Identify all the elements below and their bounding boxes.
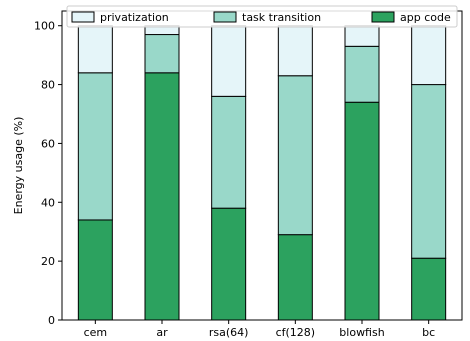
bar-ar-app-code: [144, 72, 180, 321]
bar-cem-task-transition: [77, 72, 113, 221]
bar-blowfish-task-transition: [344, 45, 380, 103]
x-tick-label-cf-128: cf(128): [276, 326, 316, 339]
bar-cem-privatization: [77, 25, 113, 74]
bar-blowfish-privatization: [344, 25, 380, 47]
legend-swatch-privatization: [71, 11, 95, 23]
bar-ar-task-transition: [144, 34, 180, 74]
legend-box: [66, 5, 458, 28]
legend-swatch-task-transition: [213, 11, 237, 23]
bar-cem-app-code: [77, 219, 113, 321]
bar-bc-app-code: [411, 257, 447, 321]
bar-cf-128-app-code: [277, 234, 313, 321]
y-axis-label: Energy usage (%): [12, 117, 25, 215]
bar-blowfish-app-code: [344, 101, 380, 321]
x-tick-label-rsa-64: rsa(64): [209, 326, 249, 339]
bars-layer: [77, 25, 447, 321]
y-tick-label-100: 100: [34, 20, 55, 33]
legend-label-privatization: privatization: [100, 11, 169, 24]
axes-layer: 0 20 40 60 80 100 cem ar rsa(64) cf(128) blowfish b…: [34, 10, 463, 339]
bar-bc-privatization: [411, 25, 447, 86]
legend-label-app-code: app code: [400, 11, 451, 24]
bar-cf-128-privatization: [277, 25, 313, 77]
plot-frame: [61, 10, 463, 321]
x-tick-label-blowfish: blowfish: [339, 326, 384, 339]
y-tick-label-0: 0: [48, 314, 55, 327]
bar-rsa-64-privatization: [211, 25, 247, 97]
bar-rsa-64-app-code: [211, 207, 247, 321]
y-tick-label-60: 60: [41, 137, 55, 150]
bar-cf-128-task-transition: [277, 75, 313, 236]
bar-rsa-64-task-transition: [211, 95, 247, 209]
y-tick-label-40: 40: [41, 196, 55, 209]
legend: privatization task transition app code: [66, 5, 458, 28]
bar-bc-task-transition: [411, 84, 447, 259]
legend-label-task-transition: task transition: [242, 11, 321, 24]
legend-swatch-app-code: [371, 11, 395, 23]
x-tick-label-bc: bc: [422, 326, 435, 339]
x-tick-label-cem: cem: [84, 326, 108, 339]
y-tick-label-20: 20: [41, 255, 55, 268]
x-tick-label-ar: ar: [156, 326, 168, 339]
y-tick-label-80: 80: [41, 79, 55, 92]
